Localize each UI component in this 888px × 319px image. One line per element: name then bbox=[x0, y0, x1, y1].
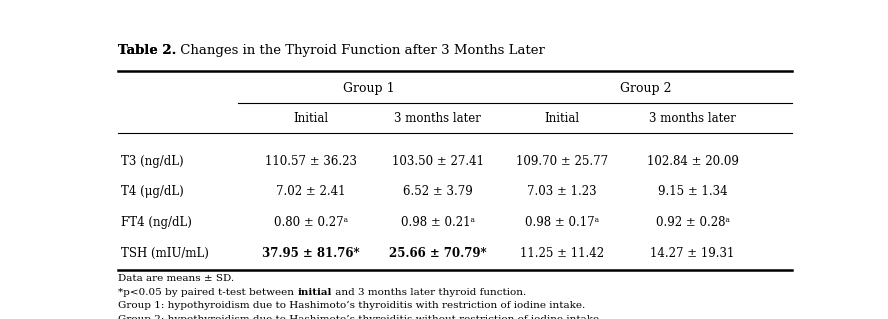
Text: FT4 (ng/dL): FT4 (ng/dL) bbox=[122, 216, 192, 229]
Text: Group 2: Group 2 bbox=[621, 82, 672, 95]
Text: and 3 months later thyroid function.: and 3 months later thyroid function. bbox=[331, 288, 526, 297]
Text: 0.80 ± 0.27ᵃ: 0.80 ± 0.27ᵃ bbox=[274, 216, 347, 229]
Text: 7.03 ± 1.23: 7.03 ± 1.23 bbox=[527, 185, 597, 198]
Text: 3 months later: 3 months later bbox=[394, 112, 481, 125]
Text: TSH (mIU/mL): TSH (mIU/mL) bbox=[122, 247, 210, 260]
Text: *p<0.05 by paired t-test between: *p<0.05 by paired t-test between bbox=[118, 288, 297, 297]
Text: 11.25 ± 11.42: 11.25 ± 11.42 bbox=[519, 247, 604, 260]
Text: 3 months later: 3 months later bbox=[649, 112, 736, 125]
Text: T3 (ng/dL): T3 (ng/dL) bbox=[122, 155, 184, 167]
Text: 14.27 ± 19.31: 14.27 ± 19.31 bbox=[650, 247, 734, 260]
Text: 9.15 ± 1.34: 9.15 ± 1.34 bbox=[658, 185, 727, 198]
Text: Initial: Initial bbox=[293, 112, 329, 125]
Text: Initial: Initial bbox=[544, 112, 579, 125]
Text: Group 1: Group 1 bbox=[344, 82, 395, 95]
Text: 6.52 ± 3.79: 6.52 ± 3.79 bbox=[403, 185, 472, 198]
Text: T4 (μg/dL): T4 (μg/dL) bbox=[122, 185, 184, 198]
Text: 25.66 ± 70.79*: 25.66 ± 70.79* bbox=[389, 247, 487, 260]
Text: 110.57 ± 36.23: 110.57 ± 36.23 bbox=[265, 155, 357, 167]
Text: 7.02 ± 2.41: 7.02 ± 2.41 bbox=[276, 185, 345, 198]
Text: 102.84 ± 20.09: 102.84 ± 20.09 bbox=[646, 155, 739, 167]
Text: Table 2.: Table 2. bbox=[118, 44, 176, 57]
Text: 109.70 ± 25.77: 109.70 ± 25.77 bbox=[516, 155, 607, 167]
Text: 0.98 ± 0.21ᵃ: 0.98 ± 0.21ᵃ bbox=[400, 216, 475, 229]
Text: 0.98 ± 0.17ᵃ: 0.98 ± 0.17ᵃ bbox=[525, 216, 599, 229]
Text: initial: initial bbox=[297, 288, 331, 297]
Text: 37.95 ± 81.76*: 37.95 ± 81.76* bbox=[262, 247, 360, 260]
Text: 103.50 ± 27.41: 103.50 ± 27.41 bbox=[392, 155, 484, 167]
Text: Group 1: hypothyroidism due to Hashimoto’s thyroiditis with restriction of iodin: Group 1: hypothyroidism due to Hashimoto… bbox=[118, 301, 585, 310]
Text: Data are means ± SD.: Data are means ± SD. bbox=[118, 274, 234, 283]
Text: Table 2.: Table 2. bbox=[118, 44, 176, 57]
Text: Changes in the Thyroid Function after 3 Months Later: Changes in the Thyroid Function after 3 … bbox=[176, 44, 545, 57]
Text: Group 2: hypothyroidism due to Hashimoto’s thyroiditis without restriction of io: Group 2: hypothyroidism due to Hashimoto… bbox=[118, 315, 602, 319]
Text: 0.92 ± 0.28ᵃ: 0.92 ± 0.28ᵃ bbox=[655, 216, 730, 229]
